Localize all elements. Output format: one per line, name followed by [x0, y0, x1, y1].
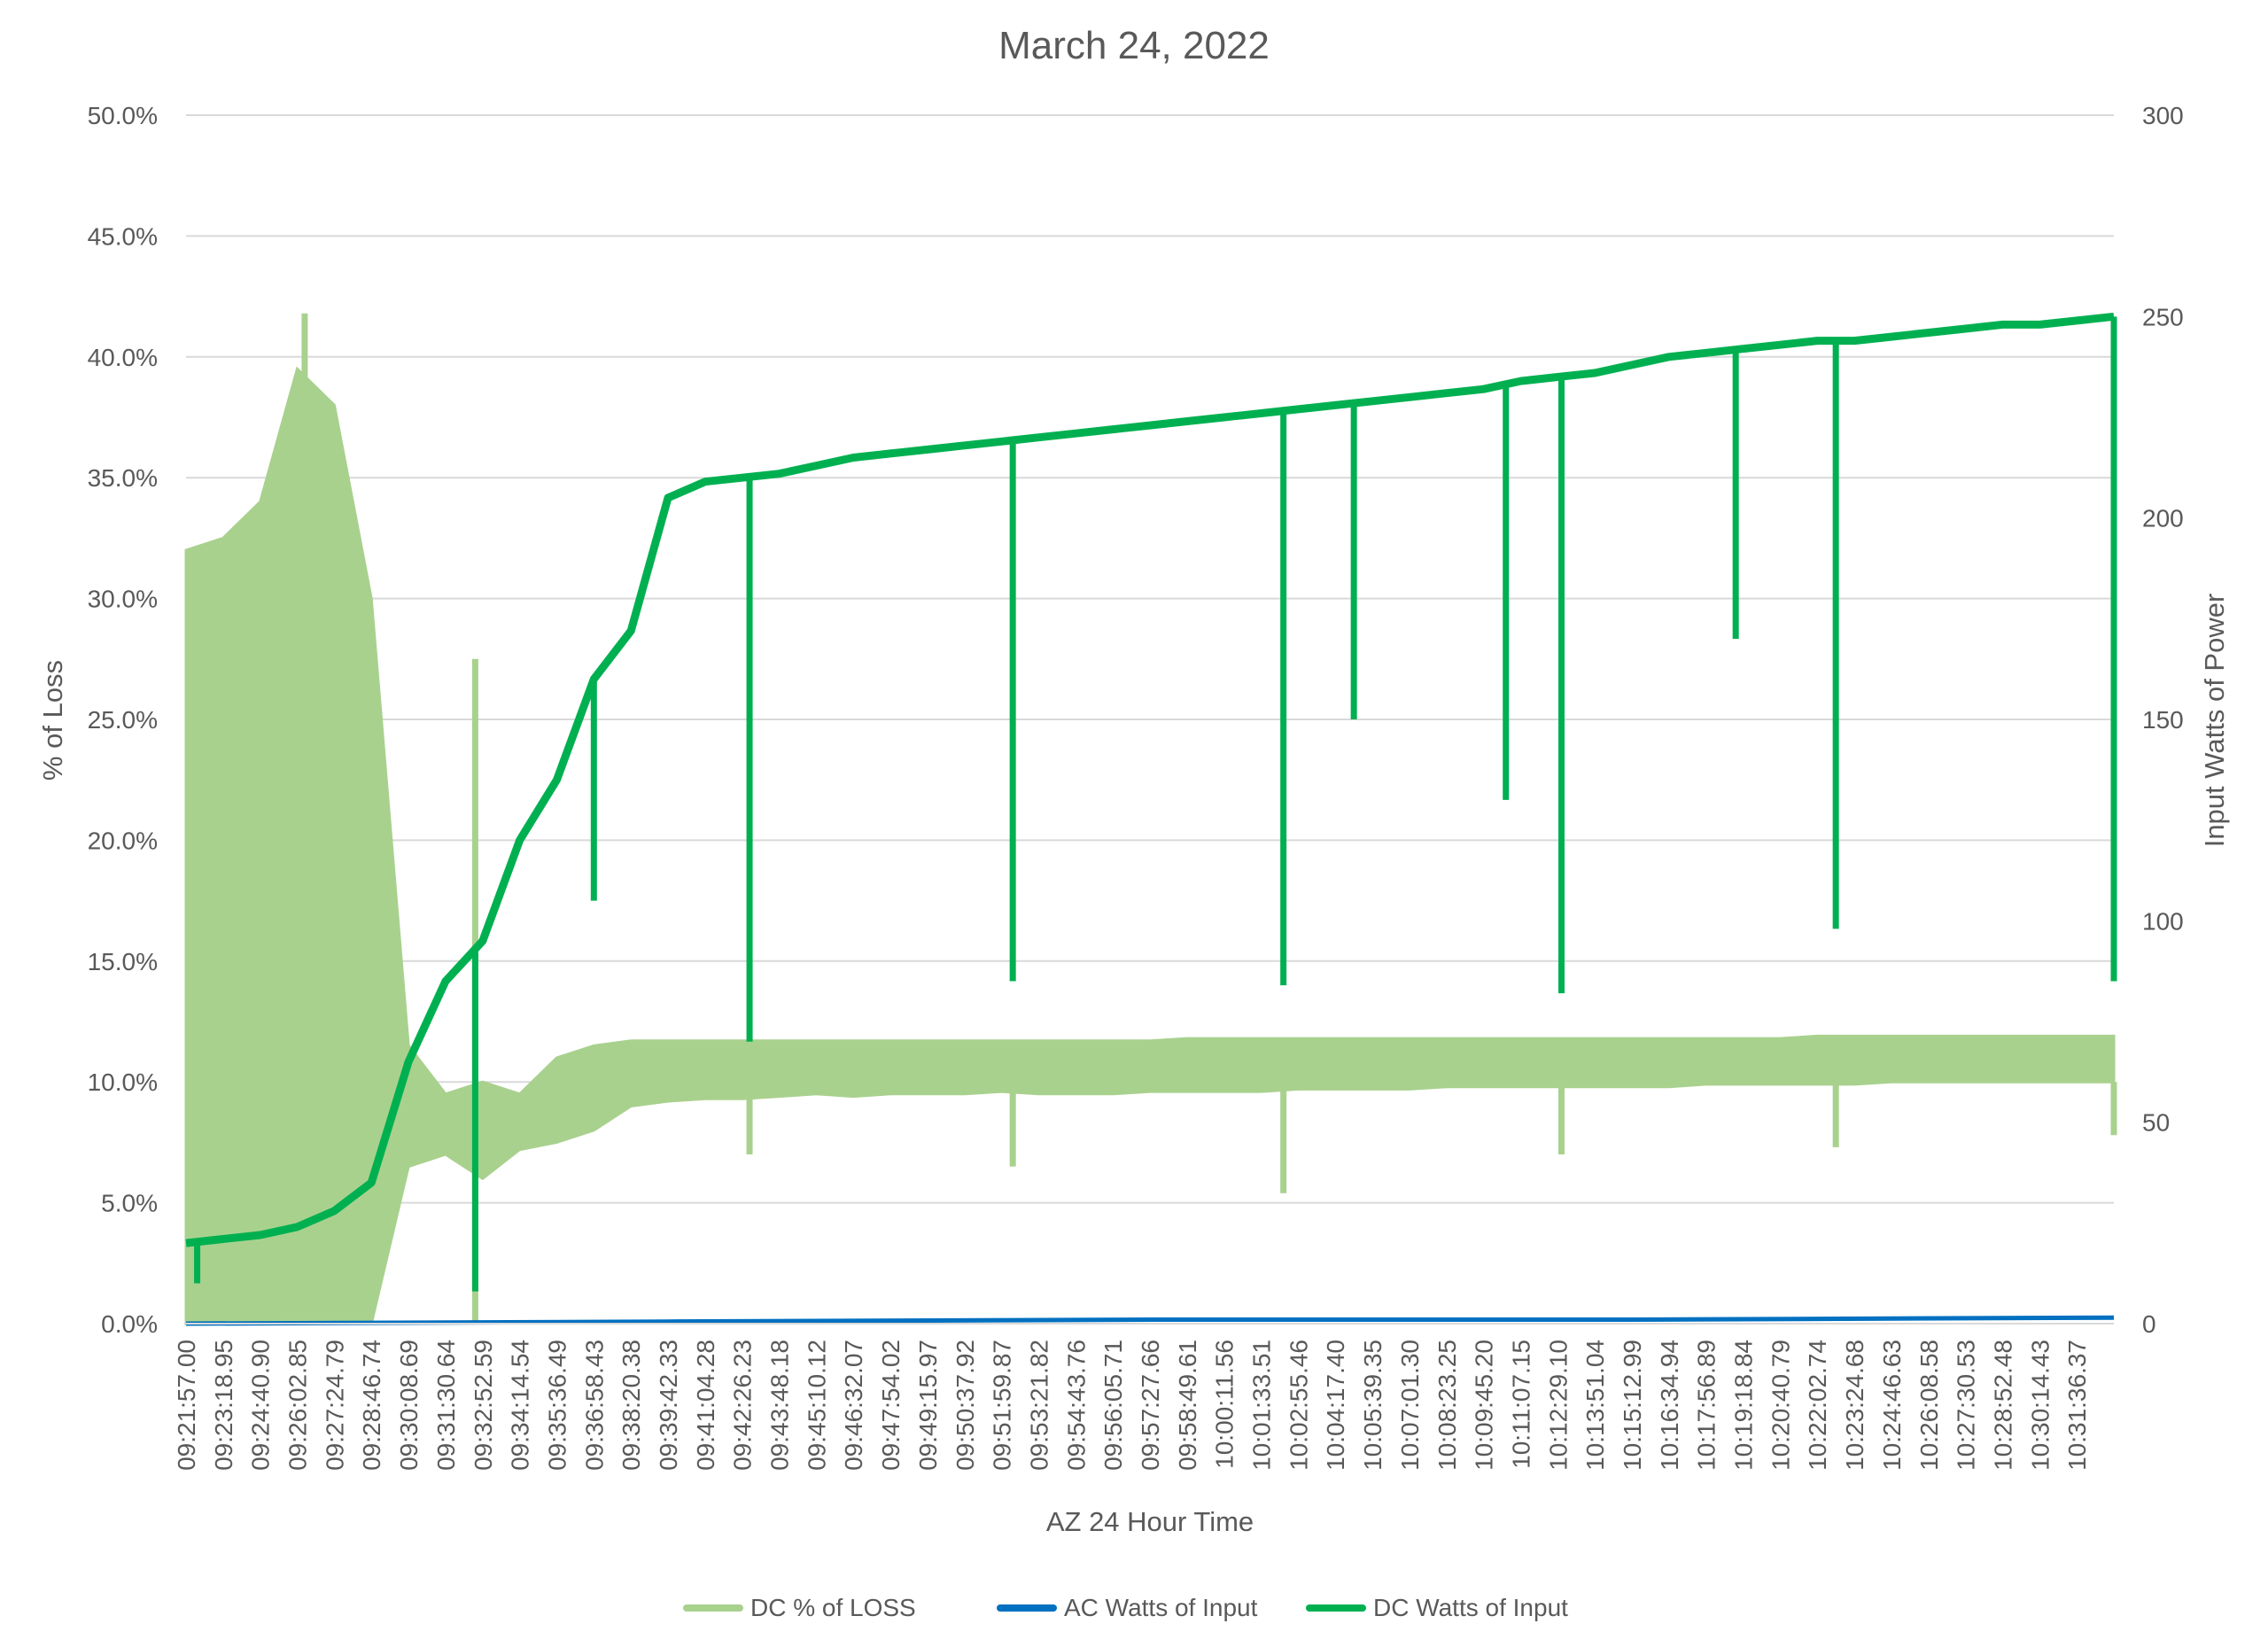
x-tick-label: 10:26:08.58	[1915, 1340, 1943, 1471]
y-left-tick-label: 10.0%	[88, 1068, 158, 1096]
x-tick-label: 09:31:30.64	[432, 1340, 460, 1471]
y-right-tick-label: 250	[2142, 303, 2184, 330]
x-tick-label: 10:27:30.53	[1953, 1340, 1980, 1471]
x-tick-label: 09:54:43.76	[1062, 1340, 1090, 1471]
y-axis-right-label: Input Watts of Power	[2199, 594, 2230, 848]
y-axis-left-ticks: 0.0% 5.0% 10.0% 15.0% 20.0% 25.0% 30.0% 35.0% 40…	[88, 102, 158, 1338]
x-tick-label: 10:00:11.56	[1211, 1340, 1239, 1469]
x-tick-label: 09:35:36.49	[543, 1340, 571, 1471]
x-tick-label: 09:47:54.02	[877, 1340, 905, 1471]
y-right-tick-label: 100	[2142, 907, 2184, 935]
legend: DC % of LOSS AC Watts of Input DC Watts of…	[683, 1594, 1568, 1621]
legend-label: DC % of LOSS	[750, 1594, 916, 1621]
x-tick-label: 10:23:24.68	[1841, 1340, 1868, 1471]
x-tick-label: 09:36:58.43	[580, 1340, 608, 1471]
x-tick-label: 09:26:02.85	[284, 1340, 312, 1471]
x-tick-label: 09:28:46.74	[358, 1340, 385, 1471]
x-tick-label: 09:32:52.59	[470, 1340, 497, 1471]
x-tick-label: 10:16:34.94	[1656, 1340, 1683, 1471]
x-tick-label: 10:11:07.15	[1507, 1340, 1534, 1469]
y-right-tick-label: 200	[2142, 505, 2184, 532]
x-axis-label: AZ 24 Hour Time	[1046, 1506, 1254, 1537]
x-tick-label: 09:30:08.69	[395, 1340, 423, 1471]
x-axis-ticks: 09:21:57.00 09:23:18.95 09:24:40.90 09:26:0…	[173, 1340, 2091, 1471]
x-tick-label: 09:56:05.71	[1099, 1340, 1127, 1471]
x-tick-label: 10:08:23.25	[1433, 1340, 1461, 1471]
x-tick-label: 09:43:48.18	[766, 1340, 794, 1471]
y-right-tick-label: 50	[2142, 1109, 2170, 1137]
x-tick-label: 09:23:18.95	[210, 1340, 237, 1471]
x-tick-label: 09:41:04.28	[692, 1340, 719, 1471]
y-axis-left-label: % of Loss	[37, 660, 68, 781]
x-tick-label: 09:34:14.54	[507, 1340, 534, 1471]
y-right-tick-label: 150	[2142, 706, 2184, 734]
x-tick-label: 09:53:21.82	[1025, 1340, 1052, 1471]
x-tick-label: 10:02:55.46	[1285, 1340, 1312, 1471]
x-tick-label: 09:45:10.12	[803, 1340, 830, 1471]
y-left-tick-label: 50.0%	[88, 102, 158, 129]
x-tick-label: 09:24:40.90	[247, 1340, 275, 1471]
x-tick-label: 10:30:14.43	[2026, 1340, 2054, 1471]
y-left-tick-label: 5.0%	[101, 1190, 158, 1217]
x-tick-label: 10:31:36.37	[2063, 1340, 2091, 1471]
x-tick-label: 09:42:26.23	[729, 1340, 757, 1471]
x-tick-label: 10:28:52.48	[1989, 1340, 2016, 1471]
legend-label: DC Watts of Input	[1373, 1594, 1568, 1621]
y-right-tick-label: 0	[2142, 1310, 2156, 1338]
x-tick-label: 10:12:29.10	[1544, 1340, 1572, 1471]
y-left-tick-label: 20.0%	[88, 827, 158, 854]
x-tick-label: 10:20:40.79	[1767, 1340, 1794, 1471]
y-left-tick-label: 15.0%	[88, 948, 158, 975]
x-tick-label: 09:49:15.97	[914, 1340, 942, 1471]
x-tick-label: 10:19:18.84	[1730, 1340, 1758, 1471]
x-tick-label: 10:09:45.20	[1471, 1340, 1498, 1471]
series-ac-watts-line	[185, 1315, 2115, 1326]
y-left-tick-label: 0.0%	[101, 1310, 158, 1338]
y-left-tick-label: 30.0%	[88, 586, 158, 613]
x-tick-label: 10:05:39.35	[1359, 1340, 1386, 1471]
y-left-tick-label: 25.0%	[88, 706, 158, 734]
x-tick-label: 09:50:37.92	[951, 1340, 979, 1471]
y-right-tick-label: 300	[2142, 102, 2184, 129]
plot-area	[184, 312, 2117, 1326]
x-tick-label: 10:07:01.30	[1396, 1340, 1424, 1471]
x-tick-label: 10:22:02.74	[1804, 1340, 1831, 1471]
legend-label: AC Watts of Input	[1064, 1594, 1258, 1621]
x-tick-label: 10:24:46.63	[1878, 1340, 1906, 1471]
gridlines	[186, 114, 2114, 1204]
x-tick-label: 09:27:24.79	[321, 1340, 348, 1471]
y-left-tick-label: 35.0%	[88, 464, 158, 492]
x-tick-label: 09:58:49.61	[1174, 1340, 1201, 1471]
x-tick-label: 10:13:51.04	[1581, 1340, 1609, 1471]
x-tick-label: 09:51:59.87	[989, 1340, 1016, 1471]
x-tick-label: 10:17:56.89	[1693, 1340, 1720, 1471]
series-dc-watts-line	[185, 312, 2115, 1247]
x-tick-label: 09:46:32.07	[840, 1340, 867, 1471]
x-tick-label: 09:21:57.00	[173, 1340, 200, 1471]
x-tick-label: 10:04:17.40	[1322, 1340, 1349, 1471]
chart-title: March 24, 2022	[998, 24, 1270, 67]
x-tick-label: 10:15:12.99	[1619, 1340, 1646, 1471]
x-tick-label: 09:57:27.66	[1137, 1340, 1164, 1471]
y-axis-right-ticks: 0 50 100 150 200 250 300	[2142, 102, 2184, 1338]
y-left-tick-label: 45.0%	[88, 222, 158, 250]
x-tick-label: 09:39:42.33	[655, 1340, 682, 1471]
y-left-tick-label: 40.0%	[88, 344, 158, 371]
x-tick-label: 09:38:20.38	[617, 1340, 645, 1471]
x-tick-label: 10:01:33.51	[1248, 1340, 1276, 1471]
